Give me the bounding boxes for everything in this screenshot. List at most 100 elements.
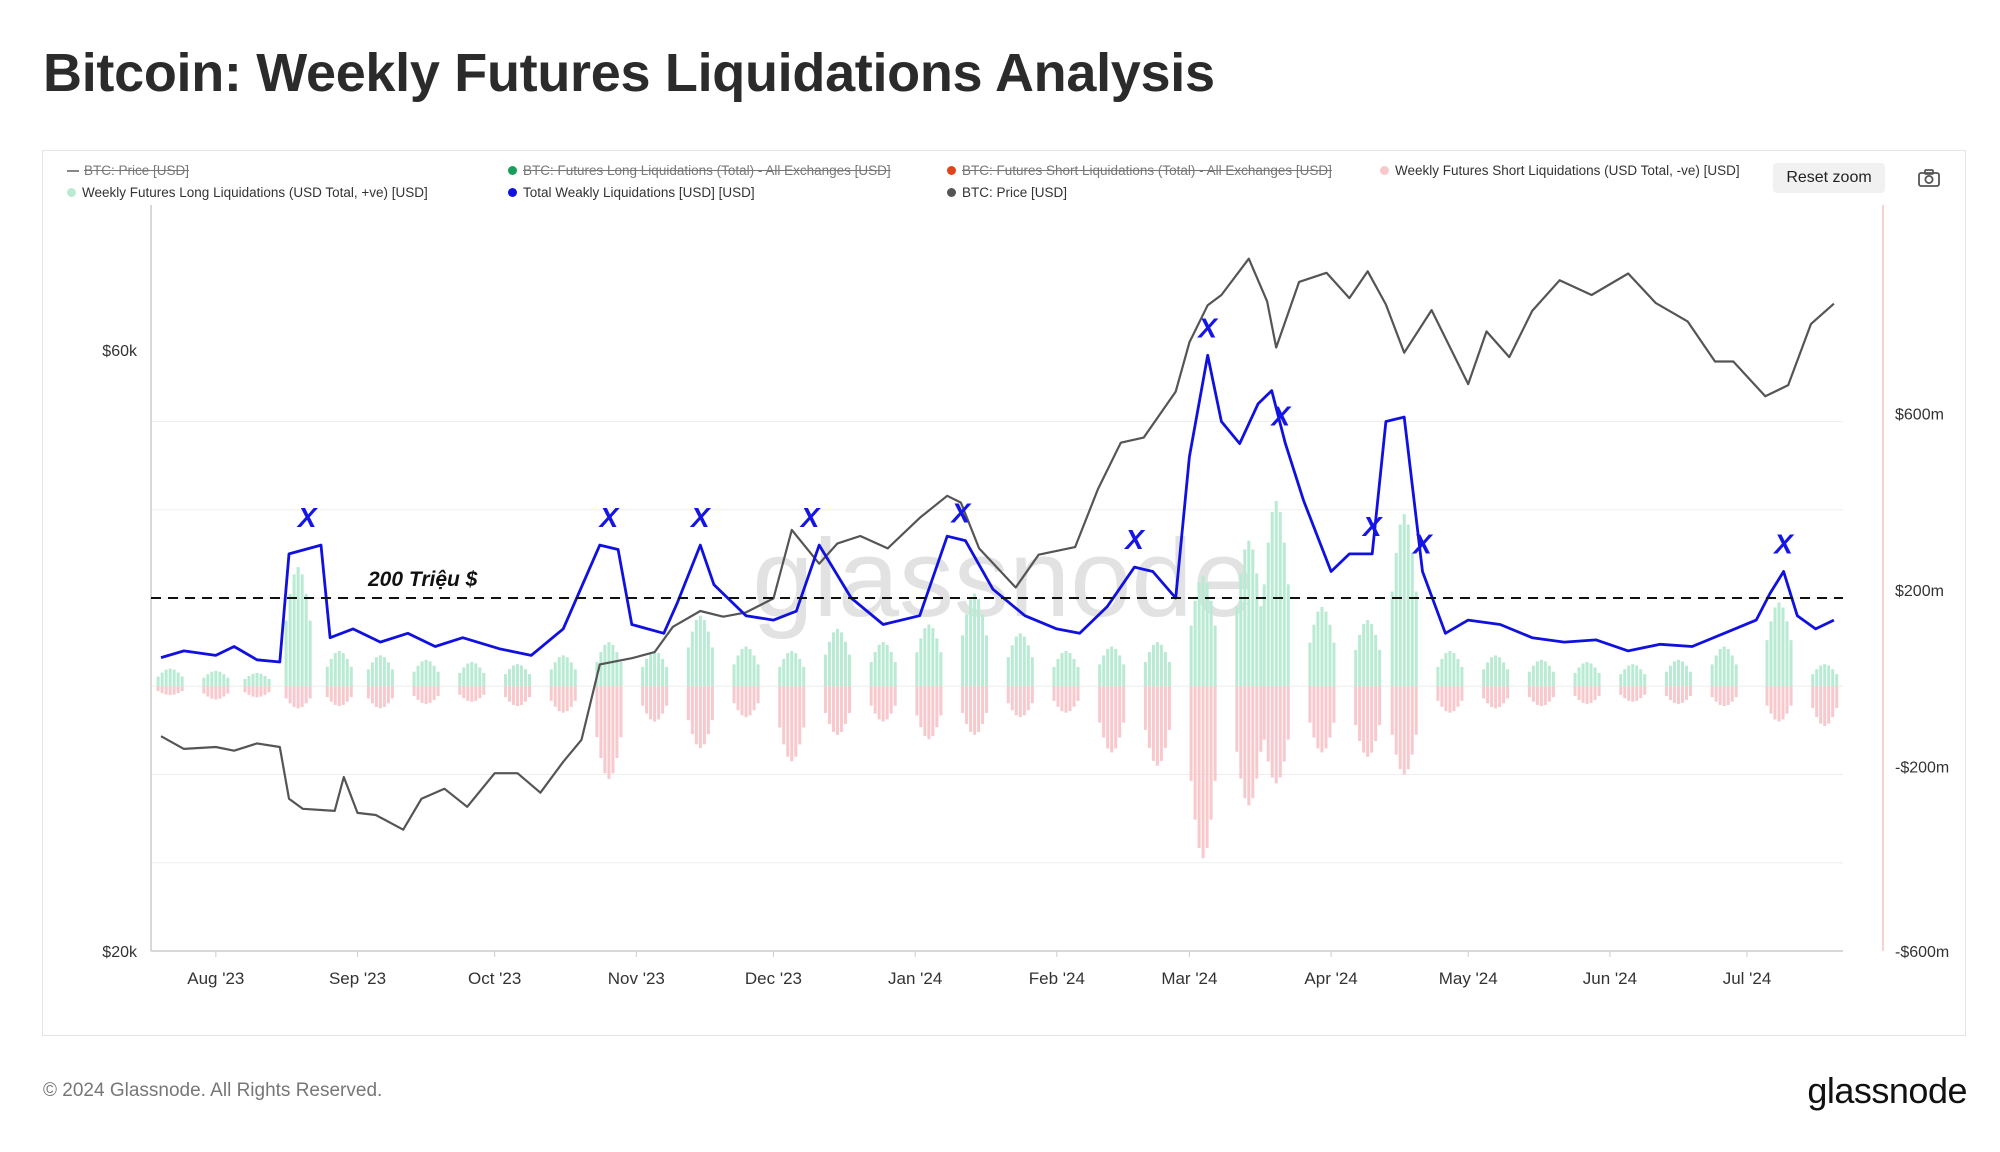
long-liquidation-bar (1251, 549, 1255, 687)
short-liquidation-bar (1155, 686, 1159, 766)
short-liquidation-bar (565, 686, 569, 712)
legend-marker-icon (508, 166, 517, 175)
long-liquidation-bar (823, 654, 827, 687)
long-liquidation-bar (1167, 661, 1171, 687)
long-liquidation-bar (1151, 644, 1155, 687)
short-liquidation-bar (1440, 686, 1444, 707)
long-liquidation-bar (370, 662, 374, 687)
short-liquidation-bar (645, 686, 649, 714)
long-liquidation-bar (599, 652, 603, 687)
short-liquidation-bar (1026, 686, 1030, 711)
long-liquidation-bar (778, 666, 782, 687)
long-liquidation-bar (702, 619, 706, 687)
reset-zoom-button[interactable]: Reset zoom (1773, 163, 1885, 193)
short-liquidation-bar (1328, 686, 1332, 738)
long-liquidation-bar (706, 631, 710, 687)
long-liquidation-bar (1308, 642, 1312, 687)
short-liquidation-bar (1324, 686, 1328, 749)
peak-marker-label: X (799, 502, 822, 533)
short-liquidation-bar (1251, 686, 1255, 799)
legend-item-0[interactable]: BTC: Price [USD] (67, 163, 189, 178)
long-liquidation-bar (1688, 671, 1692, 687)
x-tick-label: Aug '23 (187, 969, 244, 988)
short-liquidation-bar (1547, 686, 1551, 702)
short-liquidation-bar (516, 686, 520, 707)
short-liquidation-bar (1672, 686, 1676, 703)
long-liquidation-bar (1730, 655, 1734, 687)
short-liquidation-bar (1676, 686, 1680, 704)
short-liquidation-bar (308, 686, 312, 699)
long-liquidation-bar (847, 654, 851, 687)
short-liquidation-bar (1664, 686, 1668, 696)
long-liquidation-bar (1278, 512, 1282, 687)
short-liquidation-bar (1118, 686, 1122, 738)
short-liquidation-bar (1406, 686, 1410, 770)
short-liquidation-bar (1370, 686, 1374, 753)
long-liquidation-bar (794, 653, 798, 687)
peak-marker-label: X (1269, 401, 1292, 432)
legend-marker-icon (67, 169, 79, 172)
long-liquidation-bar (1163, 652, 1167, 687)
long-liquidation-bar (619, 661, 623, 687)
short-liquidation-bar (1535, 686, 1539, 705)
long-liquidation-bar (284, 620, 288, 687)
long-liquidation-bar (1414, 591, 1418, 687)
right-tick-label: -$600m (1895, 944, 1949, 961)
legend-item-5[interactable]: Total Weakly Liquidations [USD] [USD] (508, 185, 755, 200)
short-liquidation-bar (412, 686, 416, 696)
short-liquidation-bar (885, 686, 889, 720)
short-liquidation-bar (466, 686, 470, 701)
camera-icon[interactable] (1917, 167, 1941, 189)
short-liquidation-bar (1213, 686, 1217, 781)
long-liquidation-bar (839, 632, 843, 687)
brand-logo: glassnode (1807, 1070, 1967, 1111)
short-liquidation-bar (296, 686, 300, 709)
long-liquidation-bar (1274, 500, 1278, 687)
long-liquidation-bar (251, 673, 255, 687)
long-liquidation-bar (1068, 653, 1072, 687)
short-liquidation-bar (965, 686, 969, 724)
legend-label: BTC: Futures Long Liquidations (Total) -… (523, 163, 891, 178)
legend-item-3[interactable]: Weekly Futures Short Liquidations (USD T… (1380, 163, 1740, 178)
short-liquidation-bar (1110, 686, 1114, 753)
long-liquidation-bar (1827, 665, 1831, 687)
short-liquidation-bar (831, 686, 835, 732)
long-liquidation-bar (756, 664, 760, 687)
short-liquidation-bar (702, 686, 706, 745)
long-liquidation-bar (790, 650, 794, 687)
short-liquidation-bar (1781, 686, 1785, 720)
long-liquidation-bar (1110, 646, 1114, 687)
short-liquidation-bar (1282, 686, 1286, 762)
long-liquidation-bar (1026, 645, 1030, 687)
peak-marker-label: X (689, 502, 712, 533)
peak-marker-label: X (1123, 524, 1146, 555)
short-liquidation-bar (835, 686, 839, 735)
legend-item-4[interactable]: Weekly Futures Long Liquidations (USD To… (67, 185, 428, 200)
legend-marker-icon (67, 188, 76, 197)
long-liquidation-bar (1676, 659, 1680, 687)
right-tick-label: -$200m (1895, 760, 1949, 777)
threshold-label: 200 Triệu $ (367, 568, 478, 591)
long-liquidation-bar (1394, 552, 1398, 687)
long-liquidation-bar (873, 652, 877, 687)
legend-item-6[interactable]: BTC: Price [USD] (947, 185, 1067, 200)
short-liquidation-bar (255, 686, 259, 698)
long-liquidation-bar (462, 667, 466, 687)
legend-item-1[interactable]: BTC: Futures Long Liquidations (Total) -… (508, 163, 891, 178)
long-liquidation-bar (1159, 644, 1163, 687)
long-liquidation-bar (843, 641, 847, 687)
short-liquidation-bar (1773, 686, 1777, 720)
short-liquidation-bar (1577, 686, 1581, 700)
long-liquidation-bar (292, 574, 296, 687)
long-liquidation-bar (1282, 542, 1286, 687)
short-liquidation-bar (512, 686, 516, 705)
long-liquidation-bar (1460, 666, 1464, 687)
long-liquidation-bar (698, 615, 702, 687)
short-liquidation-bar (1122, 686, 1126, 723)
long-liquidation-bar (1189, 625, 1193, 687)
long-liquidation-bar (1710, 664, 1714, 687)
short-liquidation-bar (349, 686, 353, 698)
short-liquidation-bar (661, 686, 665, 714)
short-liquidation-bar (1151, 686, 1155, 761)
legend-item-2[interactable]: BTC: Futures Short Liquidations (Total) … (947, 163, 1332, 178)
